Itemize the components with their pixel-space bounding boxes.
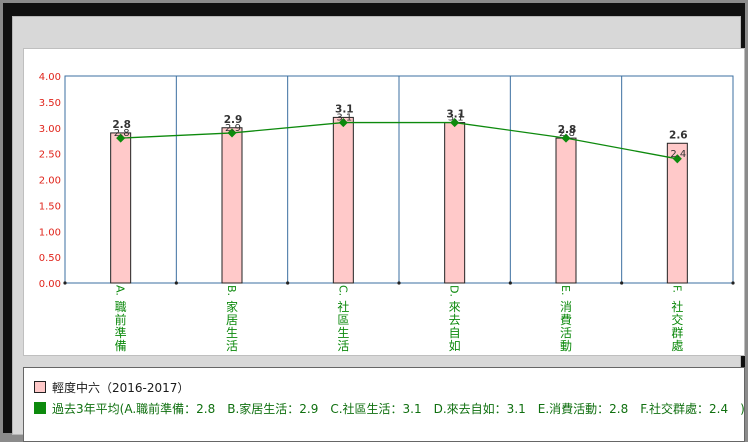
average-marker <box>338 118 348 128</box>
chart-area: 0.00 0.50 1.00 1.50 2.00 2.50 3.00 3.50 4.00 2.8… <box>23 48 745 356</box>
category-label: A. 職前準備 <box>114 285 127 353</box>
category-label-char: 前 <box>115 312 127 327</box>
baseline-tick <box>63 281 67 285</box>
category-label-char: 生 <box>337 326 349 340</box>
line-value-label: 3.1 <box>336 113 352 124</box>
category-label-prefix: A. <box>114 285 127 296</box>
average-marker <box>672 154 682 164</box>
baseline-tick <box>397 281 401 285</box>
y-tick-label: 1.00 <box>39 227 61 238</box>
average-line <box>120 121 678 160</box>
line-value-label: 2.8 <box>114 128 130 139</box>
y-tick-label: 4.00 <box>39 72 61 83</box>
category-label: F. 社交群處 <box>670 285 683 353</box>
line-value-label: 2.4 <box>670 149 686 160</box>
category-label: D. 來去自如 <box>448 285 461 353</box>
legend-swatch-line <box>34 402 46 414</box>
category-label-prefix: B. <box>225 285 238 296</box>
category-label-prefix: D. <box>448 285 461 297</box>
category-label-char: 社 <box>337 299 349 314</box>
category-label-prefix: E. <box>559 285 572 295</box>
category-label-char: 處 <box>671 339 683 353</box>
category-label-char: 職 <box>115 300 127 314</box>
category-label-char: 社 <box>671 299 683 314</box>
bar <box>221 127 243 284</box>
baseline-tick <box>620 281 624 285</box>
y-tick-label: 0.00 <box>39 279 61 290</box>
bars-layer <box>110 116 688 284</box>
category-label-char: 居 <box>226 313 238 327</box>
bar <box>666 142 688 284</box>
category-label-char: 如 <box>449 338 461 353</box>
bar-value-label: 2.6 <box>669 129 688 141</box>
category-label: E. 消費活動 <box>559 285 572 353</box>
category-label-char: 交 <box>671 312 683 327</box>
category-label-char: 活 <box>337 339 349 353</box>
bar <box>110 132 132 284</box>
category-label-char: 消 <box>560 300 572 314</box>
line-layer <box>116 118 682 164</box>
bar-value-label: 2.8 <box>558 124 577 136</box>
category-label-char: 區 <box>337 313 349 327</box>
category-label-char: 準 <box>115 325 127 340</box>
legend: 輕度中六（2016-2017） 過去3年平均(A.職前準備：2.8 B.家居生活… <box>23 367 745 442</box>
legend-item-average: 過去3年平均(A.職前準備：2.8 B.家居生活：2.9 C.社區生活：3.1 … <box>34 399 745 417</box>
category-label-char: 備 <box>115 338 127 353</box>
baseline-tick <box>286 281 290 285</box>
report-panel: 0.00 0.50 1.00 1.50 2.00 2.50 3.00 3.50 4.00 2.8… <box>12 16 745 442</box>
category-label-char: 來 <box>449 300 461 314</box>
bar-line-chart: 0.00 0.50 1.00 1.50 2.00 2.50 3.00 3.50 4.00 2.8… <box>39 72 735 353</box>
legend-swatch-bar <box>34 381 46 393</box>
baseline-tick <box>508 281 512 285</box>
y-tick-label: 0.50 <box>39 253 61 264</box>
average-marker <box>227 128 237 138</box>
category-label: B. 家居生活 <box>225 285 238 353</box>
window-frame: 0.00 0.50 1.00 1.50 2.00 2.50 3.00 3.50 4.00 2.8… <box>3 3 745 442</box>
axis-layer: 0.00 0.50 1.00 1.50 2.00 2.50 3.00 3.50 4.00 <box>39 72 735 290</box>
legend-label-average: 過去3年平均(A.職前準備：2.8 B.家居生活：2.9 C.社區生活：3.1 … <box>52 401 745 416</box>
legend-label-current: 輕度中六（2016-2017） <box>52 380 190 395</box>
line-value-label: 2.8 <box>559 128 575 139</box>
bar-value-label: 3.1 <box>335 103 354 115</box>
category-label-char: 活 <box>560 326 572 340</box>
y-tick-label: 2.00 <box>39 176 61 187</box>
average-marker <box>450 118 460 128</box>
line-value-label: 2.9 <box>225 123 241 134</box>
y-tick-label: 1.50 <box>39 201 61 212</box>
bar-value-label: 2.9 <box>224 114 243 126</box>
bar-value-label: 2.8 <box>112 119 131 131</box>
category-label-char: 活 <box>226 339 238 353</box>
y-tick-label: 2.50 <box>39 150 61 161</box>
category-label-prefix: C. <box>336 285 349 296</box>
bar <box>555 137 577 284</box>
category-label-char: 去 <box>449 313 461 327</box>
category-label-char: 群 <box>671 326 683 340</box>
category-label: C. 社區生活 <box>336 285 349 353</box>
category-label-char: 費 <box>560 312 572 327</box>
average-marker <box>116 133 126 143</box>
baseline-tick <box>174 281 178 285</box>
y-tick-label: 3.50 <box>39 98 61 109</box>
legend-item-current: 輕度中六（2016-2017） <box>34 378 189 396</box>
bar-value-label: 3.1 <box>446 109 465 121</box>
line-value-label: 3.1 <box>448 113 464 124</box>
category-label-char: 動 <box>560 339 572 353</box>
bar <box>444 122 466 284</box>
category-label-char: 家 <box>226 299 238 314</box>
baseline-tick <box>731 281 735 285</box>
labels-layer: 2.8 2.93.1 3.12.8 2.62.8 2.93.1 3.12.82.4A.職前… <box>112 103 687 353</box>
y-tick-label: 3.00 <box>39 124 61 135</box>
category-label-prefix: F. <box>670 285 683 293</box>
bar <box>332 116 354 284</box>
category-label-char: 自 <box>449 326 461 340</box>
category-label-char: 生 <box>226 326 238 340</box>
